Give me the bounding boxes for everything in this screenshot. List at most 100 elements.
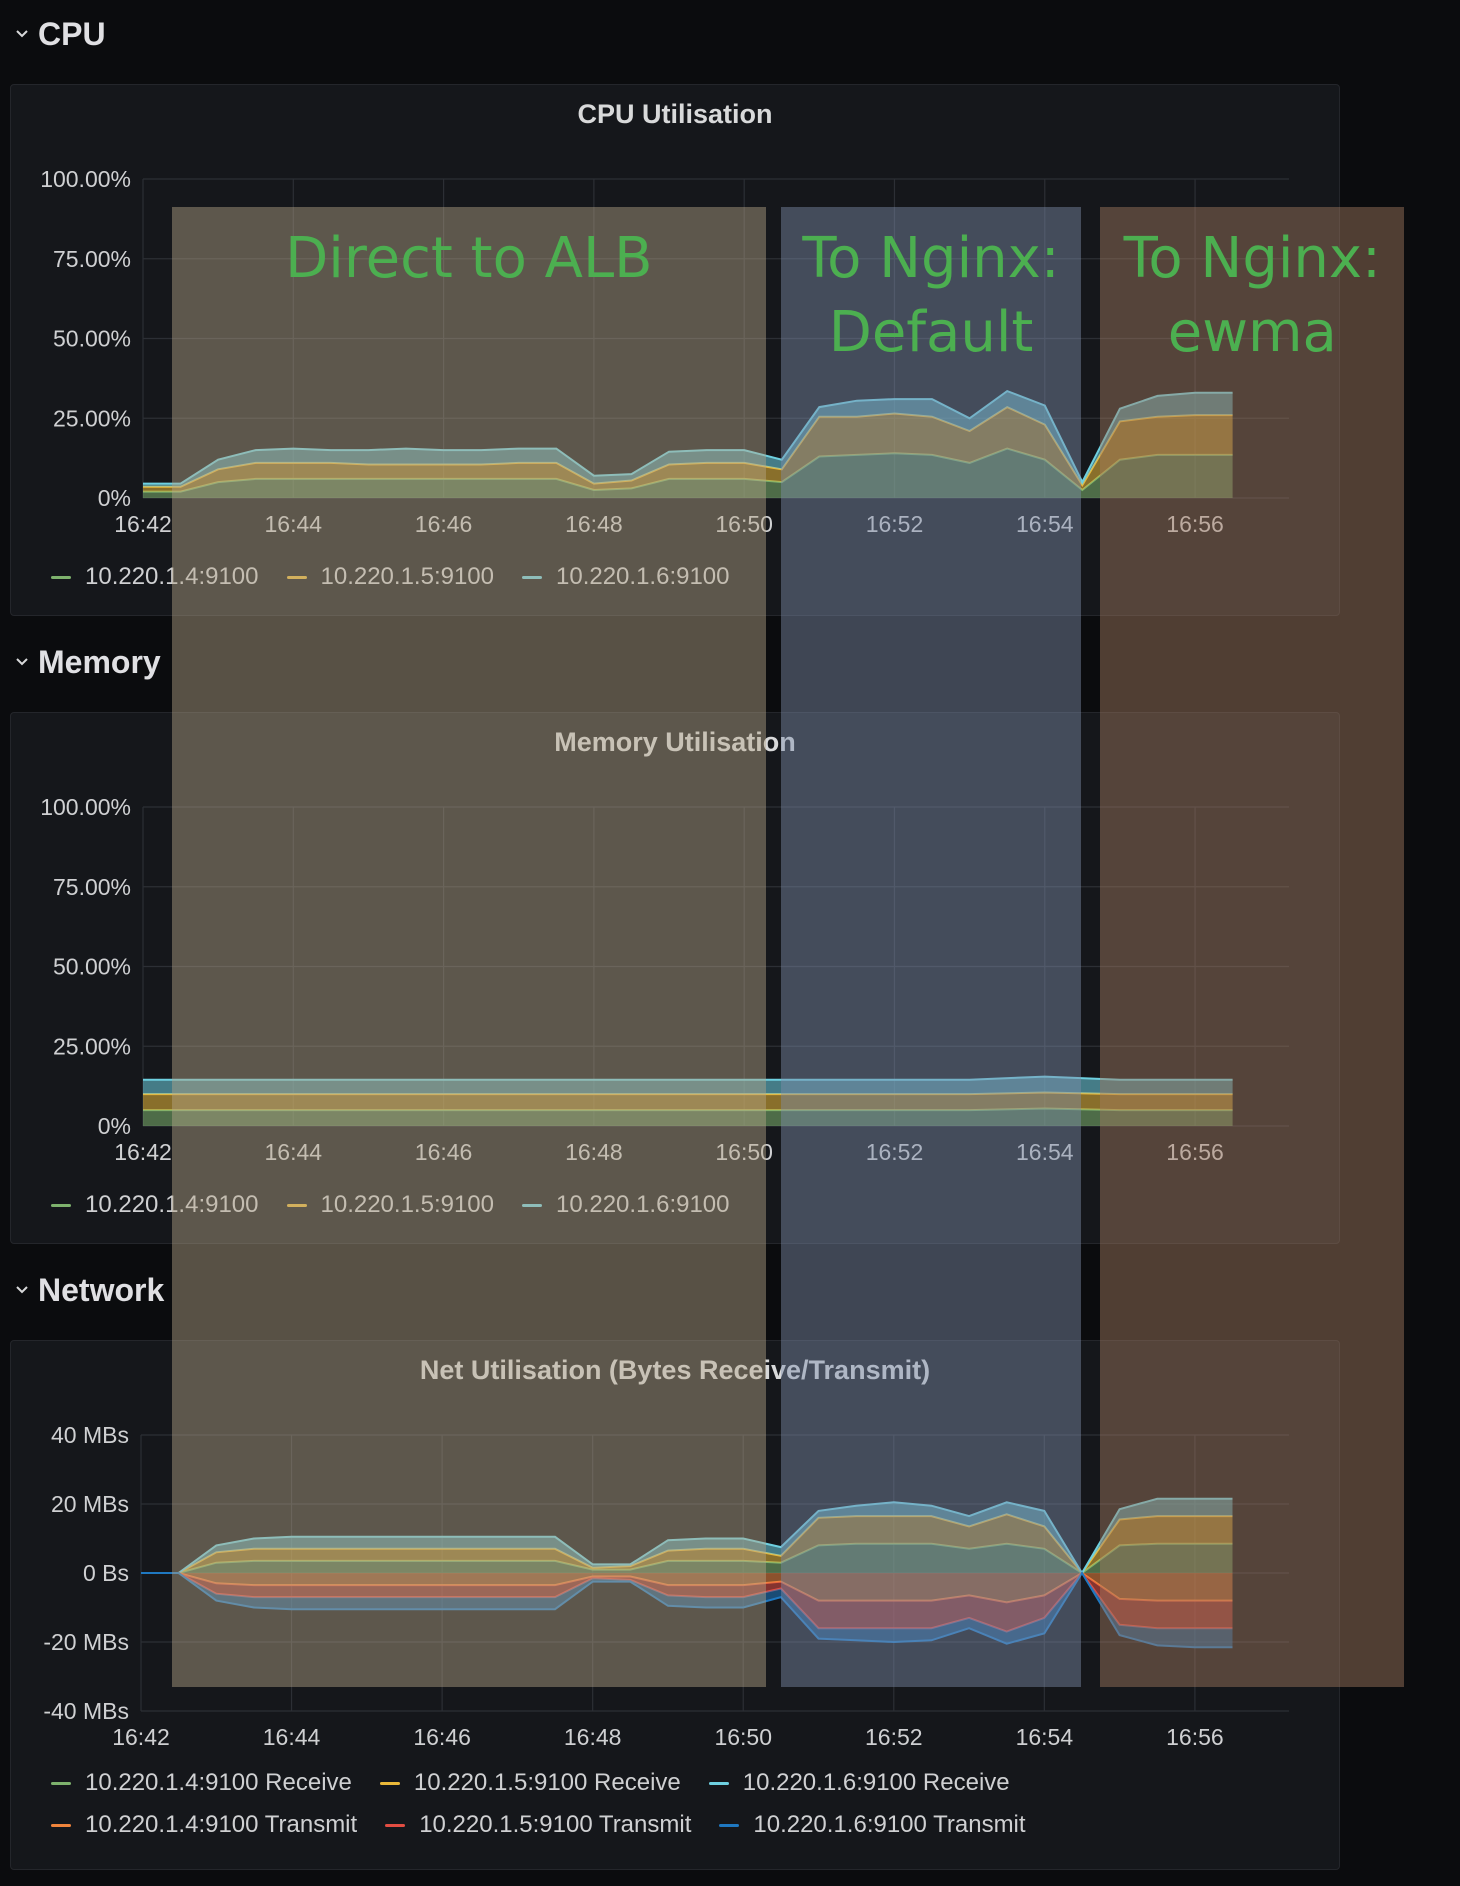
- y-tick-label: 25.00%: [53, 1033, 131, 1059]
- row-title: Memory: [38, 643, 161, 680]
- y-tick-label: 100.00%: [40, 166, 131, 192]
- legend-item[interactable]: 10.220.1.5:9100: [286, 1191, 495, 1219]
- legend-item[interactable]: 10.220.1.5:9100 Transmit: [385, 1811, 691, 1839]
- x-tick-label: 16:56: [1166, 1139, 1224, 1165]
- legend-item[interactable]: 10.220.1.6:9100 Transmit: [719, 1811, 1026, 1839]
- x-tick-label: 16:52: [866, 1139, 924, 1165]
- row-header-cpu[interactable]: CPU: [14, 14, 106, 54]
- y-tick-label: 40 MBs: [51, 1422, 129, 1448]
- series-line: [141, 1571, 1233, 1649]
- x-tick-label: 16:52: [865, 1724, 923, 1750]
- legend-item[interactable]: 10.220.1.4:9100 Receive: [51, 1769, 352, 1797]
- chevron-down-icon: [16, 658, 28, 666]
- row-title: CPU: [38, 15, 106, 52]
- x-tick-label: 16:42: [112, 1724, 170, 1750]
- series-area: [141, 1543, 1233, 1573]
- series-area: [141, 1573, 1233, 1648]
- legend-label: 10.220.1.5:9100 Receive: [413, 1769, 681, 1796]
- cpu-panel[interactable]: CPU Utilisation 0% 25.00% 50.00% 75.00% 100.…: [10, 84, 1340, 616]
- x-tick-label: 16:46: [415, 511, 473, 537]
- series-line: [141, 1497, 1233, 1575]
- x-tick-label: 16:44: [265, 1139, 323, 1165]
- memory-panel[interactable]: Memory Utilisation 0% 25.00% 50.00% 75.00% 1…: [10, 712, 1340, 1244]
- x-tick-label: 16:52: [866, 511, 924, 537]
- series-area: [143, 1092, 1233, 1111]
- annotation-label: To Nginx: ewma: [1123, 226, 1381, 365]
- x-tick-label: 16:54: [1016, 1139, 1074, 1165]
- legend-label: 10.220.1.4:9100 Transmit: [85, 1811, 358, 1838]
- legend-swatch: [379, 1781, 400, 1785]
- x-tick-label: 16:42: [114, 1139, 172, 1165]
- annotation-label: Direct to ALB: [285, 226, 653, 291]
- legend-label: 10.220.1.5:9100: [320, 1191, 495, 1218]
- y-tick-label: 75.00%: [53, 246, 131, 272]
- legend-label: 10.220.1.5:9100 Transmit: [419, 1811, 692, 1838]
- legend-swatch: [286, 1203, 307, 1207]
- legend-label: 10.220.1.4:9100 Receive: [85, 1769, 352, 1796]
- chart-legend: 10.220.1.4:9100 10.220.1.5:9100 10.220.1.6…: [51, 563, 1319, 591]
- series-area: [143, 391, 1233, 487]
- legend-label: 10.220.1.4:9100: [85, 1191, 259, 1218]
- row-title: Network: [38, 1271, 165, 1308]
- series-line: [143, 1075, 1233, 1081]
- series-line: [141, 1542, 1233, 1575]
- series-area: [141, 1498, 1233, 1573]
- x-tick-label: 16:50: [715, 511, 773, 537]
- cpu-chart[interactable]: 0% 25.00% 50.00% 75.00% 100.00% 16:42 16:44 16:…: [11, 85, 1341, 617]
- legend-item[interactable]: 10.220.1.6:9100: [522, 563, 730, 591]
- y-tick-label: 100.00%: [40, 794, 131, 820]
- x-tick-label: 16:48: [564, 1724, 622, 1750]
- annotation-band: [1100, 207, 1405, 1687]
- row-header-network[interactable]: Network: [14, 1270, 164, 1310]
- y-tick-label: 0 Bs: [83, 1560, 129, 1586]
- y-tick-label: -20 MBs: [43, 1629, 129, 1655]
- legend-swatch: [708, 1781, 729, 1785]
- x-tick-label: 16:48: [565, 511, 623, 537]
- series-area: [141, 1573, 1233, 1632]
- legend-item[interactable]: 10.220.1.4:9100: [51, 1191, 259, 1219]
- y-tick-label: 75.00%: [53, 874, 131, 900]
- panel-title: Memory Utilisation: [554, 727, 796, 757]
- y-tick-label: -40 MBs: [43, 1698, 129, 1724]
- legend-label: 10.220.1.6:9100 Receive: [742, 1769, 1010, 1796]
- y-tick-label: 50.00%: [53, 954, 131, 980]
- y-tick-label: 0%: [98, 1113, 131, 1139]
- legend-item[interactable]: 10.220.1.4:9100 Transmit: [51, 1811, 357, 1839]
- legend-swatch: [719, 1823, 740, 1827]
- chevron-down-icon: [16, 1286, 28, 1294]
- legend-item[interactable]: 10.220.1.6:9100: [522, 1191, 730, 1219]
- legend-item[interactable]: 10.220.1.5:9100: [286, 563, 494, 591]
- legend-label: 10.220.1.6:9100: [556, 563, 730, 590]
- y-tick-label: 0%: [98, 485, 131, 511]
- x-tick-label: 16:46: [413, 1724, 471, 1750]
- legend-swatch: [51, 1823, 71, 1827]
- network-chart[interactable]: -40 MBs -20 MBs 0 Bs 20 MBs 40 MBs 16:42 16:44…: [11, 1341, 1341, 1871]
- legend-item[interactable]: 10.220.1.5:9100 Receive: [379, 1769, 681, 1797]
- x-tick-label: 16:56: [1166, 1724, 1224, 1750]
- x-tick-label: 16:46: [415, 1139, 473, 1165]
- series-area: [143, 1108, 1233, 1126]
- legend-swatch: [51, 1781, 71, 1785]
- y-tick-label: 50.00%: [53, 326, 131, 352]
- panel-title: CPU Utilisation: [577, 99, 773, 129]
- series-area: [141, 1514, 1233, 1573]
- x-tick-label: 16:44: [263, 1724, 321, 1750]
- legend-swatch: [385, 1823, 406, 1827]
- x-tick-label: 16:56: [1166, 511, 1224, 537]
- x-tick-label: 16:50: [715, 1139, 773, 1165]
- row-header-memory[interactable]: Memory: [14, 642, 161, 682]
- legend-swatch: [286, 575, 307, 579]
- legend-item[interactable]: 10.220.1.4:9100: [51, 563, 259, 591]
- y-tick-label: 20 MBs: [51, 1491, 129, 1517]
- chart-legend: 10.220.1.4:9100 Receive 10.220.1.5:9100 R…: [51, 1769, 1111, 1839]
- x-tick-label: 16:42: [114, 511, 172, 537]
- y-tick-label: 25.00%: [53, 405, 131, 431]
- network-panel[interactable]: Net Utilisation (Bytes Receive/Transmit)…: [10, 1340, 1340, 1870]
- legend-item[interactable]: 10.220.1.6:9100 Receive: [708, 1769, 1010, 1797]
- annotation-label: To Nginx: Default: [802, 226, 1060, 365]
- series-line: [143, 389, 1233, 485]
- series-area: [143, 1076, 1233, 1095]
- memory-chart[interactable]: 0% 25.00% 50.00% 75.00% 100.00% 16:42 16:44 16:…: [11, 713, 1341, 1245]
- legend-swatch: [51, 1203, 71, 1207]
- x-tick-label: 16:54: [1016, 1724, 1074, 1750]
